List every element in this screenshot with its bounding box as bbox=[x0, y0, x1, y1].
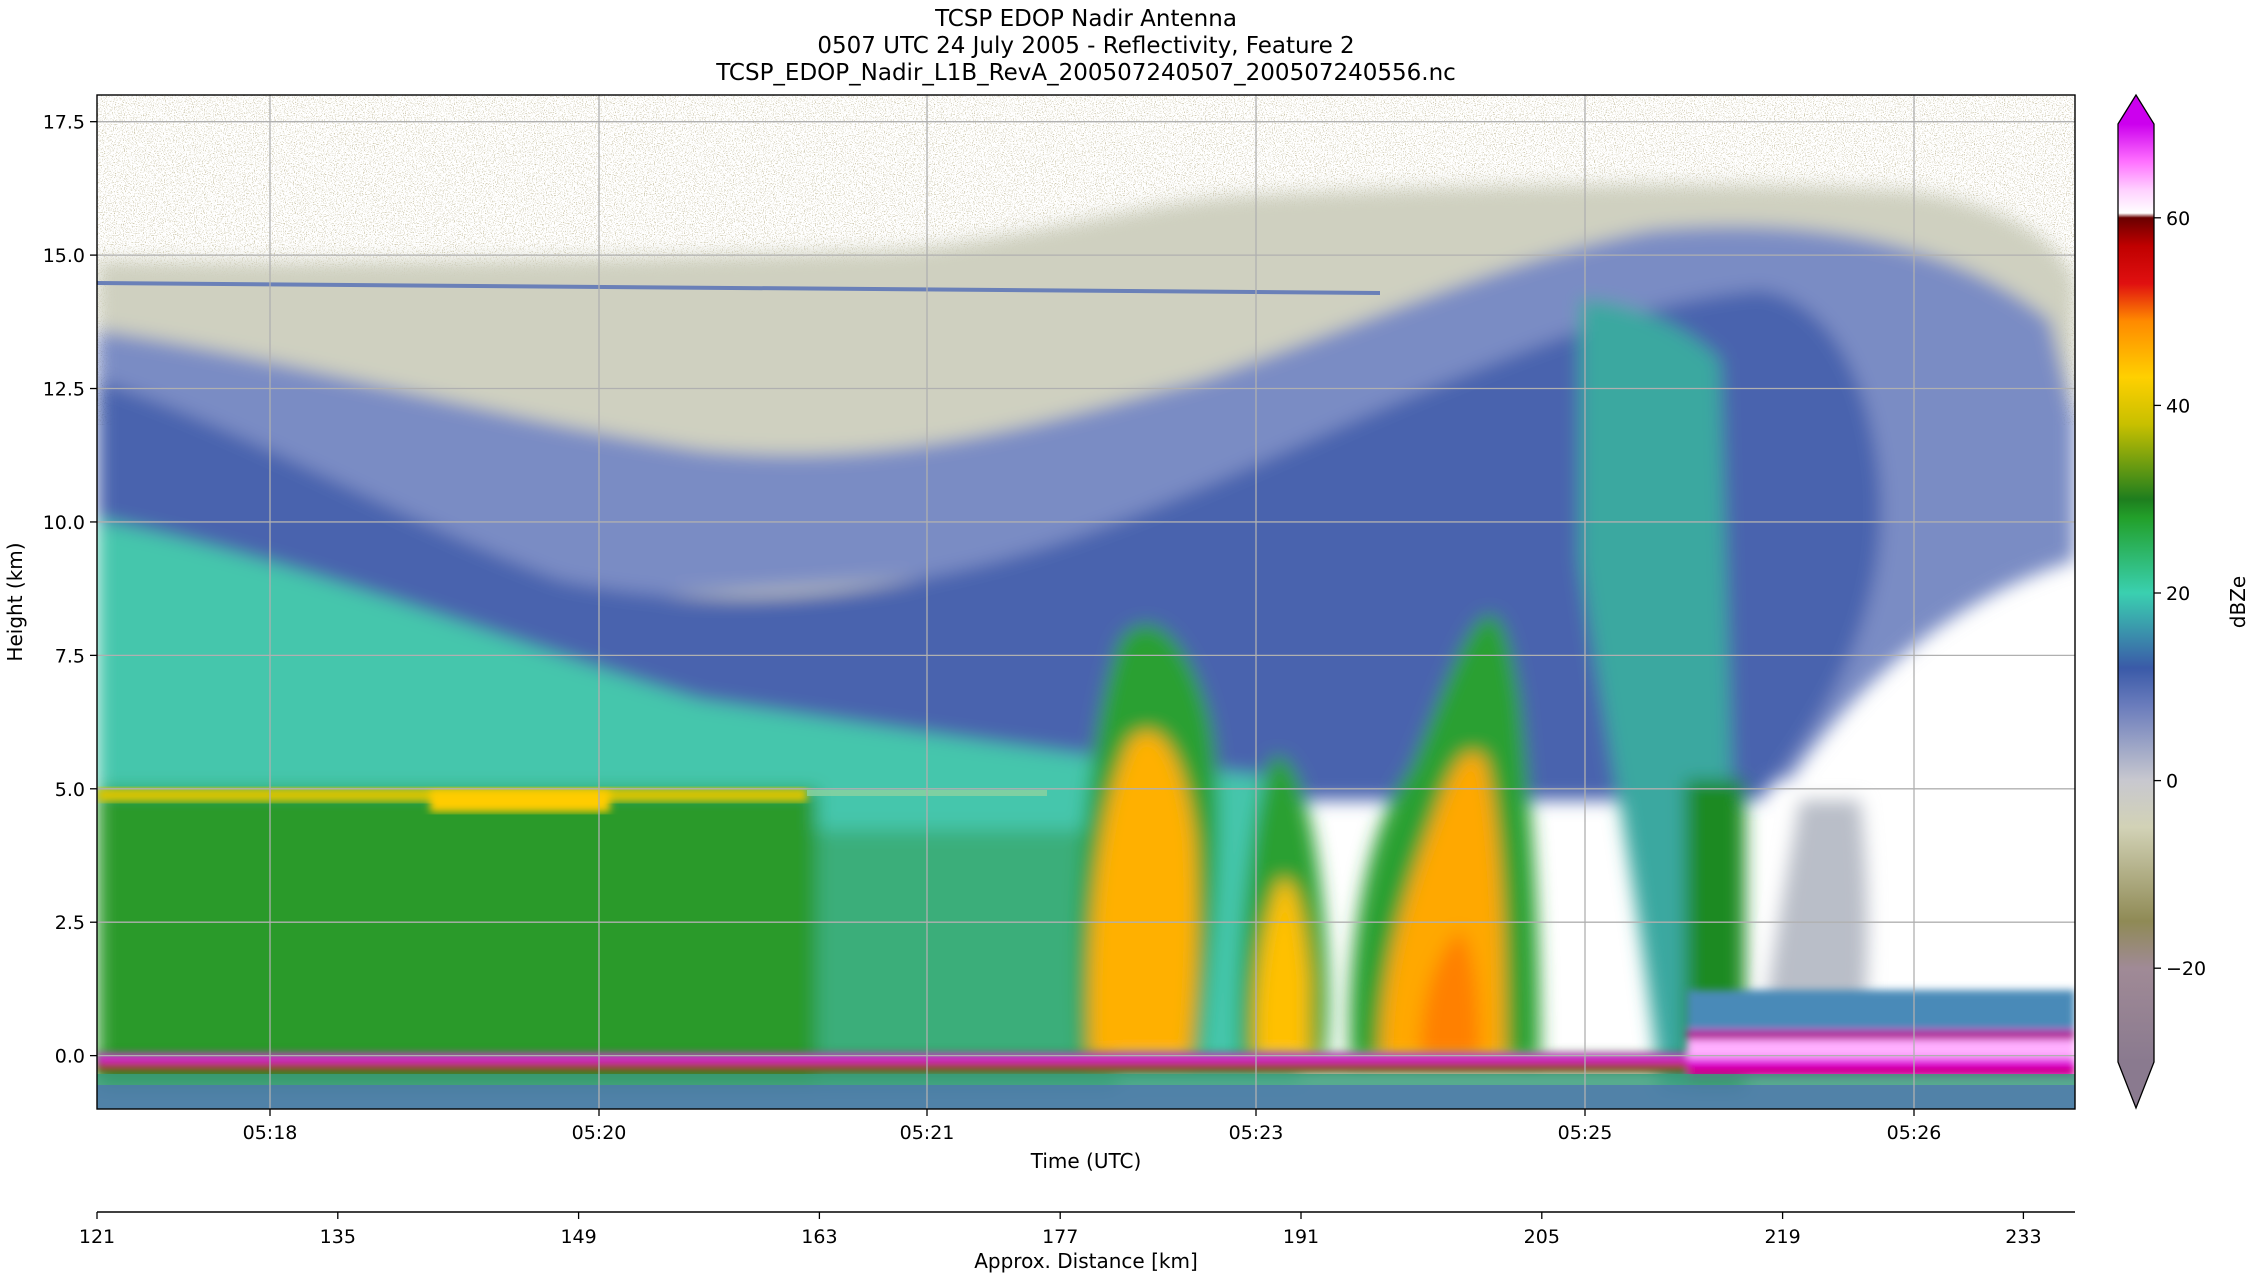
x2-tick-label: 177 bbox=[1042, 1226, 1078, 1248]
chart-title-line-1: TCSP EDOP Nadir Antenna bbox=[934, 6, 1237, 32]
colorbar-tick-label: 60 bbox=[2166, 208, 2190, 230]
x-tick-label: 05:25 bbox=[1558, 1122, 1613, 1144]
x2-axis-label: Approx. Distance [km] bbox=[974, 1249, 1198, 1273]
x2-tick-label: 191 bbox=[1283, 1226, 1319, 1248]
y-tick-label: 5.0 bbox=[55, 779, 85, 801]
x2-tick-label: 233 bbox=[2005, 1226, 2041, 1248]
stratiform-rain bbox=[97, 790, 817, 1090]
colorbar-extend-top bbox=[2118, 95, 2154, 124]
y-tick-label: 15.0 bbox=[43, 245, 85, 267]
y-tick-label: 0.0 bbox=[55, 1046, 85, 1068]
x2-tick-label: 219 bbox=[1764, 1226, 1800, 1248]
y-axis-label: Height (km) bbox=[3, 542, 27, 661]
colorbar-axis: 60 40 20 0 −20 bbox=[2154, 208, 2206, 980]
grid-lines bbox=[97, 95, 2075, 1109]
colorbar-tick-label: 0 bbox=[2166, 771, 2178, 793]
colorbar-tick-label: 20 bbox=[2166, 583, 2190, 605]
plot-frame bbox=[96, 94, 2076, 1110]
y-tick-label: 10.0 bbox=[43, 512, 85, 534]
chart-title-line-3: TCSP_EDOP_Nadir_L1B_RevA_200507240507_20… bbox=[715, 60, 1456, 86]
x2-tick-label: 121 bbox=[79, 1226, 115, 1248]
surface-return bbox=[97, 990, 2075, 1078]
x-tick-label: 05:18 bbox=[243, 1122, 298, 1144]
x-axis-label: Time (UTC) bbox=[1030, 1149, 1142, 1173]
x-tick-label: 05:26 bbox=[1887, 1122, 1942, 1144]
x2-tick-label: 149 bbox=[560, 1226, 596, 1248]
colorbar-tick-label: 40 bbox=[2166, 395, 2190, 417]
x2-tick-label: 205 bbox=[1524, 1226, 1560, 1248]
chart-title-line-2: 0507 UTC 24 July 2005 - Reflectivity, Fe… bbox=[817, 33, 1354, 59]
x2-tick-label: 163 bbox=[801, 1226, 837, 1248]
x-tick-label: 05:23 bbox=[1229, 1122, 1284, 1144]
colorbar bbox=[2117, 93, 2155, 1110]
colorbar-extend-bottom bbox=[2118, 1062, 2154, 1108]
colorbar-label: dBZe bbox=[2226, 576, 2250, 628]
y-tick-label: 17.5 bbox=[43, 112, 85, 134]
y-tick-label: 12.5 bbox=[43, 379, 85, 401]
x2-axis-distance: 121 135 149 163 177 191 205 219 233 bbox=[79, 1212, 2042, 1248]
y-tick-label: 7.5 bbox=[55, 645, 85, 667]
x-tick-label: 05:20 bbox=[572, 1122, 627, 1144]
x-tick-label: 05:21 bbox=[900, 1122, 955, 1144]
x2-tick-label: 135 bbox=[320, 1226, 356, 1248]
y-tick-label: 2.5 bbox=[55, 912, 85, 934]
y-axis: 17.5 15.0 12.5 10.0 7.5 5.0 2.5 0.0 bbox=[43, 112, 97, 1068]
colorbar-tick-label: −20 bbox=[2166, 958, 2206, 980]
reflectivity-field bbox=[97, 95, 2075, 1109]
x-axis-time: 05:18 05:20 05:21 05:23 05:25 05:26 bbox=[243, 1109, 1942, 1144]
